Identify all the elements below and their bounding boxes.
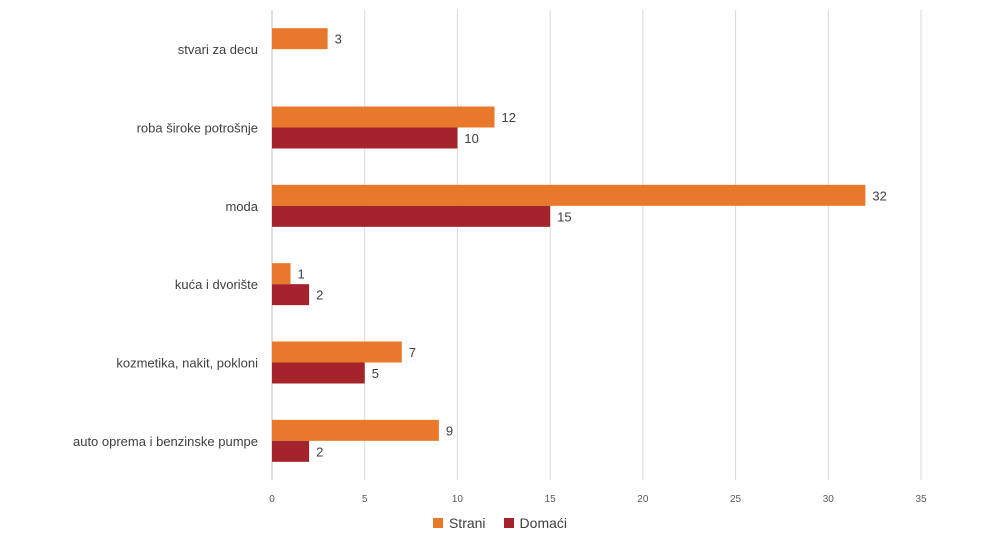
category-label-auto-oprema-i-benzinske-pumpe: auto oprema i benzinske pumpe xyxy=(73,434,258,449)
legend-label: Strani xyxy=(448,515,486,531)
bar-domaci-auto-oprema-i-benzinske-pumpe xyxy=(272,440,310,462)
legend: Strani Domaći xyxy=(0,515,1000,531)
bar-strani-auto-oprema-i-benzinske-pumpe xyxy=(272,419,439,441)
bar-domaci-kuca-i-dvoriste xyxy=(272,284,310,306)
x-tick-label: 10 xyxy=(452,494,464,505)
x-axis-tick-labels: 0 5 10 15 20 25 30 35 xyxy=(269,494,927,505)
legend-swatch xyxy=(503,518,514,528)
bar-domaci-kozmetika-nakit-pokloni xyxy=(272,362,365,384)
x-tick-label: 5 xyxy=(362,494,368,505)
data-label-strani-moda: 32 xyxy=(872,188,886,203)
bar-strani-kozmetika-nakit-pokloni xyxy=(272,341,402,363)
legend-swatch xyxy=(432,518,443,528)
x-tick-label: 15 xyxy=(545,494,557,505)
category-label-roba-siroke-potrosnje: roba široke potrošnje xyxy=(137,121,258,136)
x-tick-label: 20 xyxy=(637,494,649,505)
grid-lines xyxy=(271,10,922,480)
legend-item-domaci: Domaći xyxy=(503,515,568,531)
data-label-strani-roba-siroke-potrosnje: 12 xyxy=(502,110,516,125)
bar-domaci-moda xyxy=(272,205,551,227)
data-label-strani-kozmetika-nakit-pokloni: 7 xyxy=(409,345,416,360)
category-labels: stvari za decu roba široke potrošnje moda k… xyxy=(73,42,259,449)
category-label-stvari-za-decu: stvari za decu xyxy=(178,42,258,57)
data-label-strani-auto-oprema-i-benzinske-pumpe: 9 xyxy=(446,423,453,438)
category-label-kozmetika-nakit-pokloni: kozmetika, nakit, pokloni xyxy=(116,356,258,371)
x-tick-label: 30 xyxy=(823,494,835,505)
bar-strani-roba-siroke-potrosnje xyxy=(272,106,495,128)
data-label-domaci-auto-oprema-i-benzinske-pumpe: 2 xyxy=(316,444,323,459)
bar-domaci-roba-siroke-potrosnje xyxy=(272,127,458,149)
data-label-domaci-kozmetika-nakit-pokloni: 5 xyxy=(372,366,379,381)
data-label-domaci-moda: 15 xyxy=(557,209,571,224)
bar-strani-kuca-i-dvoriste xyxy=(272,263,291,285)
legend-item-strani: Strani xyxy=(432,515,486,531)
category-label-moda: moda xyxy=(225,199,258,214)
data-label-domaci-roba-siroke-potrosnje: 10 xyxy=(464,131,478,146)
legend-label: Domaći xyxy=(519,515,568,531)
x-tick-label: 25 xyxy=(730,494,742,505)
data-label-strani-kuca-i-dvoriste: 1 xyxy=(298,267,305,282)
category-label-kuca-i-dvoriste: kuća i dvorište xyxy=(175,277,258,292)
x-tick-label: 35 xyxy=(915,494,927,505)
x-tick-label: 0 xyxy=(269,494,275,505)
bar-strani-stvari-za-decu xyxy=(272,28,328,50)
bar-strani-moda xyxy=(272,184,866,206)
data-label-strani-stvari-za-decu: 3 xyxy=(335,32,342,47)
data-label-domaci-kuca-i-dvoriste: 2 xyxy=(316,288,323,303)
